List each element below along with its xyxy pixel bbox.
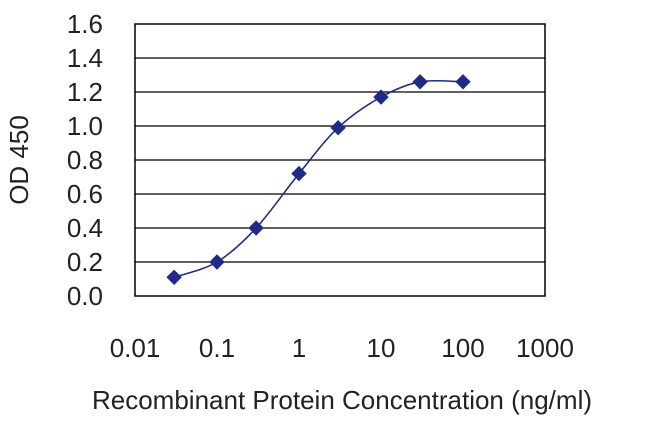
x-tick-label: 100 xyxy=(441,333,484,363)
y-tick-label: 1.6 xyxy=(67,9,103,39)
plot-frame xyxy=(134,23,546,297)
data-point xyxy=(291,165,307,182)
data-point xyxy=(166,269,182,286)
x-axis-title: Recombinant Protein Concentration (ng/ml… xyxy=(92,385,592,415)
x-tick-label: 0.1 xyxy=(199,333,235,363)
y-axis-title: OD 450 xyxy=(4,115,34,205)
y-tick-label: 1.0 xyxy=(67,111,103,141)
data-point xyxy=(373,89,389,105)
y-tick-label: 1.4 xyxy=(67,43,103,73)
series-layer xyxy=(166,74,471,286)
grid-lines xyxy=(135,57,545,263)
series-line xyxy=(173,79,464,279)
y-axis-ticks: 0.0 0.2 0.4 0.6 0.8 1.0 1.2 1.4 1.6 xyxy=(67,9,103,311)
x-axis-ticks: 0.01 0.1 1 10 100 1000 xyxy=(110,333,574,363)
y-tick-label: 0.6 xyxy=(67,179,103,209)
y-tick-label: 0.4 xyxy=(67,213,103,243)
data-point xyxy=(455,74,471,90)
y-tick-label: 0.8 xyxy=(67,145,103,175)
data-point xyxy=(412,74,428,90)
x-tick-label: 10 xyxy=(367,333,396,363)
x-tick-label: 1000 xyxy=(516,333,574,363)
y-tick-label: 0.2 xyxy=(67,247,103,277)
x-tick-label: 1 xyxy=(292,333,306,363)
y-tick-label: 1.2 xyxy=(67,77,103,107)
y-tick-label: 0.0 xyxy=(67,281,103,311)
data-point xyxy=(209,254,225,270)
x-tick-label: 0.01 xyxy=(110,333,161,363)
data-point xyxy=(248,220,264,236)
data-point xyxy=(330,119,346,136)
